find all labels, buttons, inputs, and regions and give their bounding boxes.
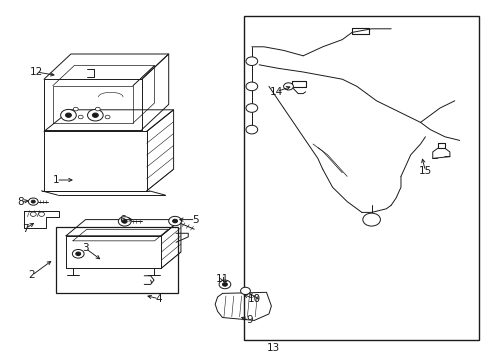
Circle shape xyxy=(245,125,257,134)
Text: 7: 7 xyxy=(22,224,29,234)
Text: 5: 5 xyxy=(192,215,199,225)
Text: 3: 3 xyxy=(82,243,89,253)
Circle shape xyxy=(222,283,227,286)
Circle shape xyxy=(283,83,293,90)
Circle shape xyxy=(87,109,103,121)
Circle shape xyxy=(105,115,110,119)
Text: 2: 2 xyxy=(28,270,35,280)
Circle shape xyxy=(78,115,83,119)
Circle shape xyxy=(122,220,127,223)
Text: 12: 12 xyxy=(30,67,43,77)
Circle shape xyxy=(118,217,131,226)
Circle shape xyxy=(362,213,380,226)
Text: 4: 4 xyxy=(155,294,162,304)
Text: 9: 9 xyxy=(245,315,252,325)
Circle shape xyxy=(72,249,84,258)
Text: 8: 8 xyxy=(17,197,24,207)
Circle shape xyxy=(73,107,78,111)
Text: 13: 13 xyxy=(266,343,280,354)
Circle shape xyxy=(245,82,257,91)
Circle shape xyxy=(168,216,181,226)
Circle shape xyxy=(95,107,100,111)
Circle shape xyxy=(219,280,230,289)
Text: 6: 6 xyxy=(119,215,125,225)
Circle shape xyxy=(76,252,81,256)
Text: 10: 10 xyxy=(247,294,260,304)
Circle shape xyxy=(92,113,98,117)
Bar xyxy=(244,16,478,340)
Circle shape xyxy=(245,104,257,112)
Text: 1: 1 xyxy=(53,175,60,185)
Circle shape xyxy=(30,212,36,216)
Bar xyxy=(56,227,178,293)
Circle shape xyxy=(61,109,76,121)
Circle shape xyxy=(240,287,250,294)
Circle shape xyxy=(172,219,177,223)
Circle shape xyxy=(245,57,257,66)
Circle shape xyxy=(65,113,71,117)
Text: 11: 11 xyxy=(215,274,229,284)
Circle shape xyxy=(28,198,38,205)
Text: 15: 15 xyxy=(418,166,431,176)
Text: 14: 14 xyxy=(269,87,283,97)
Circle shape xyxy=(31,200,35,203)
Circle shape xyxy=(39,212,44,216)
